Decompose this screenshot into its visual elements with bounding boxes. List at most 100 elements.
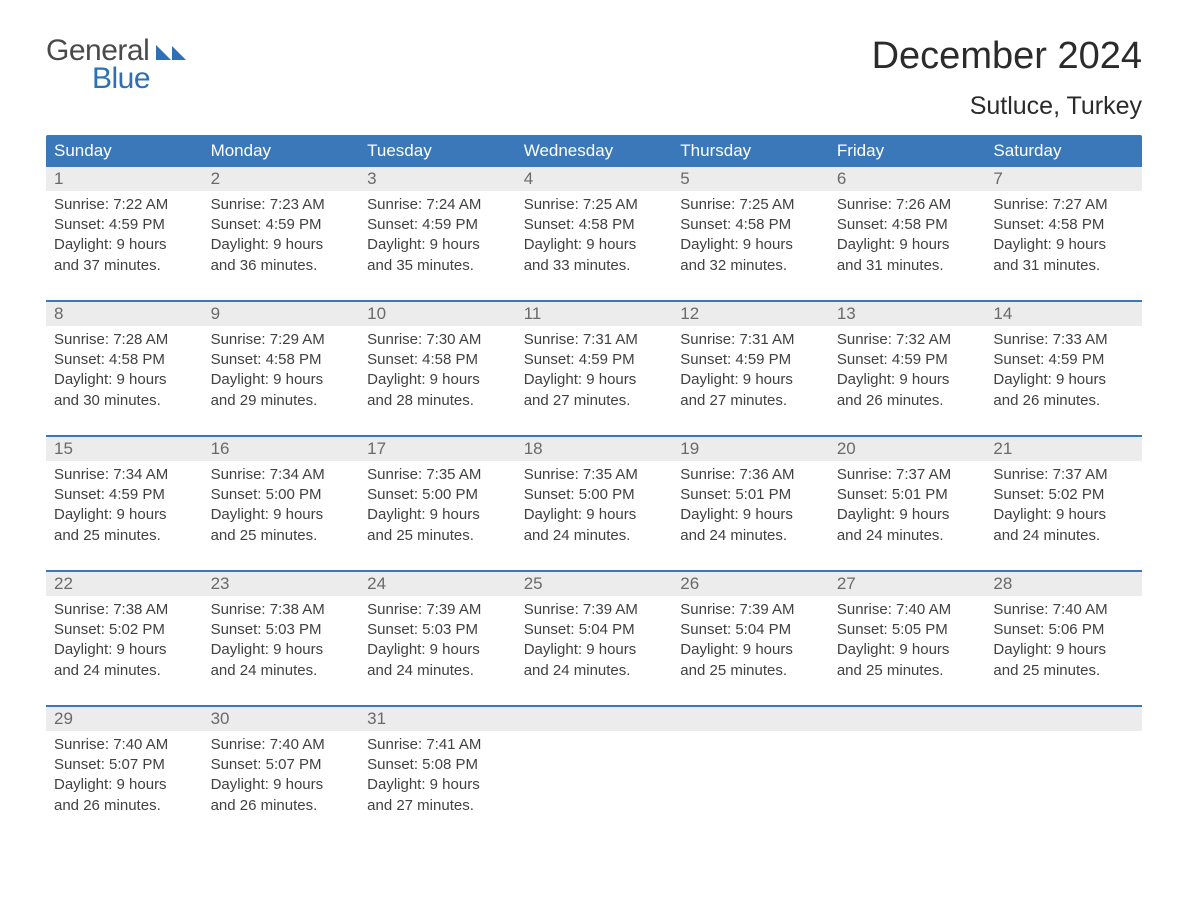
day-number: 31 xyxy=(359,707,516,731)
sunrise-text: Sunrise: 7:38 AM xyxy=(54,600,195,620)
sunrise-text: Sunrise: 7:22 AM xyxy=(54,195,195,215)
day-cell: Sunrise: 7:35 AMSunset: 5:00 PMDaylight:… xyxy=(516,461,673,550)
daylight-line1: Daylight: 9 hours xyxy=(680,640,821,660)
sunset-text: Sunset: 4:59 PM xyxy=(211,215,352,235)
daylight-line2: and 37 minutes. xyxy=(54,256,195,276)
title-block: December 2024 Sutluce, Turkey xyxy=(872,36,1142,121)
day-cell: Sunrise: 7:31 AMSunset: 4:59 PMDaylight:… xyxy=(672,326,829,415)
day-cell: Sunrise: 7:28 AMSunset: 4:58 PMDaylight:… xyxy=(46,326,203,415)
daylight-line1: Daylight: 9 hours xyxy=(680,370,821,390)
sunset-text: Sunset: 4:59 PM xyxy=(367,215,508,235)
day-number-row: 15161718192021 xyxy=(46,437,1142,461)
sunrise-text: Sunrise: 7:26 AM xyxy=(837,195,978,215)
daylight-line2: and 26 minutes. xyxy=(993,391,1134,411)
sunrise-text: Sunrise: 7:34 AM xyxy=(211,465,352,485)
sunrise-text: Sunrise: 7:28 AM xyxy=(54,330,195,350)
sunset-text: Sunset: 5:02 PM xyxy=(54,620,195,640)
sunset-text: Sunset: 4:59 PM xyxy=(54,215,195,235)
day-number: 2 xyxy=(203,167,360,191)
day-number: 25 xyxy=(516,572,673,596)
sunset-text: Sunset: 5:07 PM xyxy=(54,755,195,775)
daylight-line2: and 25 minutes. xyxy=(993,661,1134,681)
day-number: 8 xyxy=(46,302,203,326)
days-of-week-header: Sunday Monday Tuesday Wednesday Thursday… xyxy=(46,135,1142,167)
sunset-text: Sunset: 5:03 PM xyxy=(211,620,352,640)
sunrise-text: Sunrise: 7:40 AM xyxy=(993,600,1134,620)
day-number: 28 xyxy=(985,572,1142,596)
day-cell: Sunrise: 7:27 AMSunset: 4:58 PMDaylight:… xyxy=(985,191,1142,280)
daylight-line2: and 26 minutes. xyxy=(211,796,352,816)
sunset-text: Sunset: 5:00 PM xyxy=(524,485,665,505)
daylight-line2: and 27 minutes. xyxy=(680,391,821,411)
daylight-line2: and 25 minutes. xyxy=(837,661,978,681)
daylight-line1: Daylight: 9 hours xyxy=(211,370,352,390)
day-cell: Sunrise: 7:40 AMSunset: 5:07 PMDaylight:… xyxy=(46,731,203,820)
day-number xyxy=(672,707,829,731)
sunrise-text: Sunrise: 7:40 AM xyxy=(211,735,352,755)
sunrise-text: Sunrise: 7:37 AM xyxy=(993,465,1134,485)
day-cell: Sunrise: 7:36 AMSunset: 5:01 PMDaylight:… xyxy=(672,461,829,550)
day-number-row: 22232425262728 xyxy=(46,572,1142,596)
sunset-text: Sunset: 5:02 PM xyxy=(993,485,1134,505)
day-number: 21 xyxy=(985,437,1142,461)
day-cell: Sunrise: 7:34 AMSunset: 4:59 PMDaylight:… xyxy=(46,461,203,550)
day-cell: Sunrise: 7:41 AMSunset: 5:08 PMDaylight:… xyxy=(359,731,516,820)
sunset-text: Sunset: 4:58 PM xyxy=(211,350,352,370)
day-cell: Sunrise: 7:37 AMSunset: 5:02 PMDaylight:… xyxy=(985,461,1142,550)
sunrise-text: Sunrise: 7:35 AM xyxy=(524,465,665,485)
day-number: 30 xyxy=(203,707,360,731)
day-number xyxy=(985,707,1142,731)
daylight-line1: Daylight: 9 hours xyxy=(837,370,978,390)
day-number: 12 xyxy=(672,302,829,326)
header: General Blue December 2024 Sutluce, Turk… xyxy=(46,36,1142,121)
dow-sunday: Sunday xyxy=(46,135,203,167)
daylight-line2: and 24 minutes. xyxy=(524,526,665,546)
daylight-line2: and 28 minutes. xyxy=(367,391,508,411)
daylight-line2: and 29 minutes. xyxy=(211,391,352,411)
day-number-row: 293031 xyxy=(46,707,1142,731)
dow-tuesday: Tuesday xyxy=(359,135,516,167)
day-cell: Sunrise: 7:26 AMSunset: 4:58 PMDaylight:… xyxy=(829,191,986,280)
day-number: 1 xyxy=(46,167,203,191)
sunrise-text: Sunrise: 7:39 AM xyxy=(524,600,665,620)
day-number: 7 xyxy=(985,167,1142,191)
day-number: 15 xyxy=(46,437,203,461)
sunrise-text: Sunrise: 7:40 AM xyxy=(54,735,195,755)
day-cell: Sunrise: 7:23 AMSunset: 4:59 PMDaylight:… xyxy=(203,191,360,280)
daylight-line2: and 24 minutes. xyxy=(211,661,352,681)
sunrise-text: Sunrise: 7:38 AM xyxy=(211,600,352,620)
daylight-line1: Daylight: 9 hours xyxy=(524,235,665,255)
day-cell: Sunrise: 7:30 AMSunset: 4:58 PMDaylight:… xyxy=(359,326,516,415)
day-content-row: Sunrise: 7:40 AMSunset: 5:07 PMDaylight:… xyxy=(46,731,1142,820)
day-cell: Sunrise: 7:40 AMSunset: 5:05 PMDaylight:… xyxy=(829,596,986,685)
day-number: 26 xyxy=(672,572,829,596)
sunrise-text: Sunrise: 7:25 AM xyxy=(680,195,821,215)
daylight-line1: Daylight: 9 hours xyxy=(211,505,352,525)
day-number-row: 891011121314 xyxy=(46,302,1142,326)
day-cell: Sunrise: 7:25 AMSunset: 4:58 PMDaylight:… xyxy=(516,191,673,280)
daylight-line1: Daylight: 9 hours xyxy=(993,235,1134,255)
week-row: 15161718192021Sunrise: 7:34 AMSunset: 4:… xyxy=(46,435,1142,550)
daylight-line1: Daylight: 9 hours xyxy=(211,775,352,795)
weeks-container: 1234567Sunrise: 7:22 AMSunset: 4:59 PMDa… xyxy=(46,167,1142,820)
sunset-text: Sunset: 4:58 PM xyxy=(524,215,665,235)
day-cell: Sunrise: 7:39 AMSunset: 5:03 PMDaylight:… xyxy=(359,596,516,685)
sunset-text: Sunset: 4:58 PM xyxy=(680,215,821,235)
daylight-line1: Daylight: 9 hours xyxy=(367,640,508,660)
sunset-text: Sunset: 5:05 PM xyxy=(837,620,978,640)
daylight-line1: Daylight: 9 hours xyxy=(54,505,195,525)
daylight-line1: Daylight: 9 hours xyxy=(993,640,1134,660)
dow-thursday: Thursday xyxy=(672,135,829,167)
sunset-text: Sunset: 5:04 PM xyxy=(524,620,665,640)
day-content-row: Sunrise: 7:22 AMSunset: 4:59 PMDaylight:… xyxy=(46,191,1142,280)
sunrise-text: Sunrise: 7:34 AM xyxy=(54,465,195,485)
daylight-line2: and 24 minutes. xyxy=(524,661,665,681)
sunset-text: Sunset: 5:08 PM xyxy=(367,755,508,775)
day-number: 24 xyxy=(359,572,516,596)
day-number: 18 xyxy=(516,437,673,461)
day-cell: Sunrise: 7:39 AMSunset: 5:04 PMDaylight:… xyxy=(516,596,673,685)
daylight-line1: Daylight: 9 hours xyxy=(993,505,1134,525)
daylight-line1: Daylight: 9 hours xyxy=(54,235,195,255)
day-number: 16 xyxy=(203,437,360,461)
day-number: 22 xyxy=(46,572,203,596)
